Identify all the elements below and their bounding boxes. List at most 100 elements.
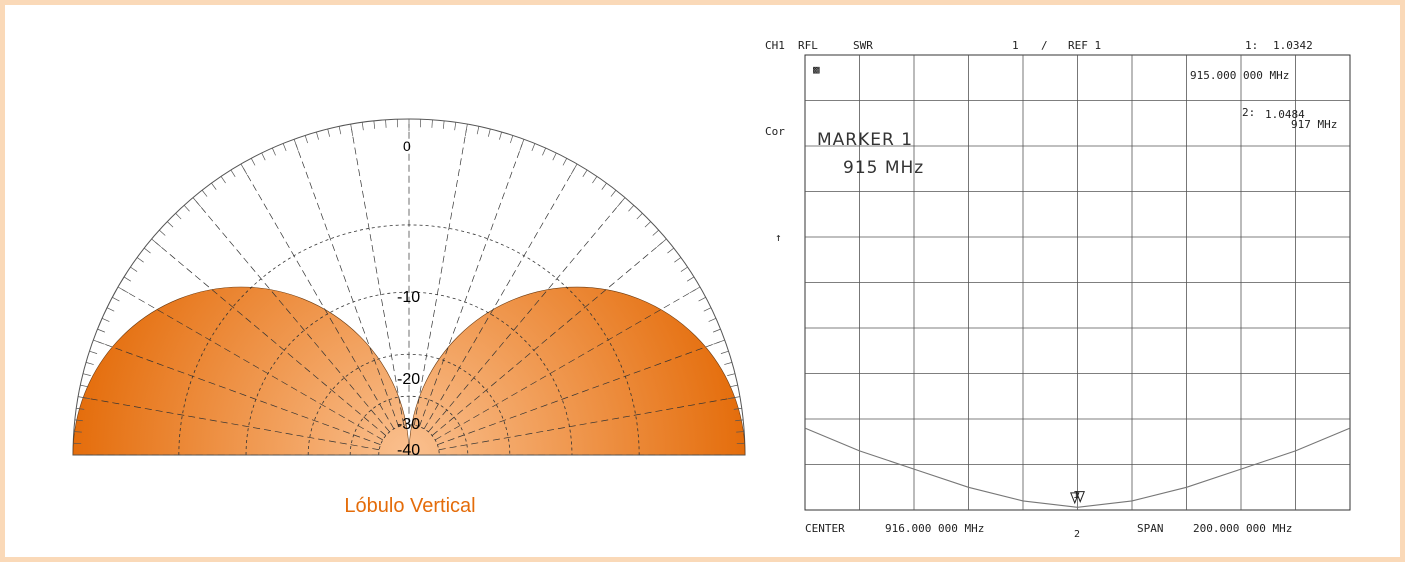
hdr-m1-value: 1.0342	[1273, 39, 1313, 52]
polar-tick	[293, 139, 299, 151]
polar-tick	[644, 221, 651, 228]
swr-chart: CH1 RFL SWR 1 / REF 1 1: 1.0342 915.000 …	[765, 39, 1351, 540]
hdr-slash: /	[1041, 39, 1048, 52]
polar-tick	[570, 163, 578, 175]
polar-tick	[562, 158, 568, 166]
polar-tick	[667, 247, 674, 254]
polar-tick	[220, 176, 226, 184]
polar-tick	[144, 247, 151, 254]
polar-tick	[73, 431, 82, 433]
polar-tick	[240, 163, 248, 175]
polar-spoke	[351, 129, 405, 426]
polar-tick	[350, 124, 354, 136]
polar-tick	[674, 257, 682, 263]
polar-tick	[101, 318, 110, 322]
polar-tick	[542, 147, 546, 156]
polar-spoke	[295, 143, 399, 427]
polar-tick	[636, 213, 643, 220]
polar-tick	[201, 190, 208, 197]
polar-tick	[230, 169, 236, 178]
polar-tick	[117, 286, 129, 294]
hdr-ch: CH1	[765, 39, 785, 52]
polar-tick	[531, 143, 536, 152]
polar-tick	[454, 122, 457, 131]
hdr-ref: REF 1	[1068, 39, 1101, 52]
polar-tick	[112, 296, 120, 302]
ftr-span: SPAN	[1137, 522, 1164, 535]
figure-frame: 0 -10 -20 -30 -40 Lóbulo Vertical CH1 RF…	[5, 5, 1400, 557]
mini-box: ▩	[813, 63, 820, 76]
ring-label-40: -40	[397, 442, 420, 459]
ring-label-0: 0	[403, 138, 411, 154]
polar-caption: Lóbulo Vertical	[344, 495, 476, 517]
polar-tick	[733, 407, 742, 410]
polar-spoke	[419, 143, 523, 427]
polar-tick	[601, 182, 607, 190]
polar-spoke	[431, 241, 663, 436]
polar-ring-50	[378, 424, 440, 456]
note-line-1: MARKER 1	[817, 130, 913, 150]
polar-tick	[431, 119, 433, 128]
polar-chart: 0 -10 -20 -30 -40	[72, 118, 746, 459]
polar-tick	[713, 339, 725, 345]
hdr-m2-value: 1.0484	[1265, 108, 1305, 121]
ftr-center-value: 916.000 000 MHz	[885, 522, 984, 535]
polar-spoke	[428, 201, 623, 433]
ring-label-30: -30	[397, 416, 420, 433]
polar-spoke	[83, 397, 380, 451]
polar-spoke	[438, 397, 735, 451]
polar-tick	[519, 139, 525, 151]
polar-tick	[151, 238, 162, 248]
polar-tick	[123, 276, 132, 282]
polar-spoke	[97, 341, 381, 445]
hdr-m1-freq: 915.000 000 MHz	[1190, 69, 1289, 82]
polar-tick	[488, 128, 491, 137]
polar-tick	[89, 350, 98, 354]
polar-tick	[183, 205, 190, 212]
polar-spoke	[435, 289, 696, 441]
polar-tick	[727, 373, 736, 376]
polar-spoke	[122, 289, 383, 441]
swr-trace-line	[804, 427, 1351, 508]
polar-tick	[327, 128, 330, 137]
polar-tick	[652, 229, 659, 236]
polar-tick	[80, 384, 89, 388]
polar-tick	[656, 238, 667, 248]
hdr-scale: 1	[1012, 39, 1019, 52]
marker-label-2: 2	[1074, 529, 1080, 540]
hdr-m2-label: 2:	[1242, 106, 1255, 119]
hdr-rfl: RFL	[798, 39, 818, 52]
ftr-center: CENTER	[805, 522, 845, 535]
polar-tick	[510, 135, 514, 144]
polar-tick	[361, 122, 364, 131]
polar-spoke	[243, 168, 395, 429]
polar-tick	[735, 419, 744, 422]
polar-tick	[712, 328, 721, 333]
polar-tick	[316, 131, 319, 140]
polar-tick	[689, 286, 701, 294]
polar-tick	[82, 373, 91, 376]
polar-tick	[729, 384, 738, 388]
polar-tick	[499, 131, 502, 140]
polar-tick	[552, 152, 557, 161]
polar-tick	[93, 339, 105, 345]
polar-tick	[698, 296, 706, 302]
polar-tick	[78, 396, 90, 400]
polar-tick	[74, 419, 83, 422]
swr-marker-2	[1075, 491, 1085, 503]
polar-spoke	[155, 241, 387, 436]
polar-tick	[708, 318, 717, 322]
polar-tick	[728, 396, 740, 400]
polar-tick	[136, 257, 144, 263]
hdr-m1-label: 1:	[1245, 39, 1258, 52]
polar-tick	[76, 407, 85, 410]
polar-tick	[338, 126, 342, 135]
polar-tick	[610, 190, 617, 197]
polar-tick	[582, 169, 588, 178]
polar-spoke	[437, 341, 721, 445]
polar-tick	[616, 197, 626, 208]
polar-tick	[304, 135, 308, 144]
polar-tick	[464, 124, 468, 136]
polar-tick	[130, 266, 138, 272]
polar-tick	[703, 307, 712, 312]
